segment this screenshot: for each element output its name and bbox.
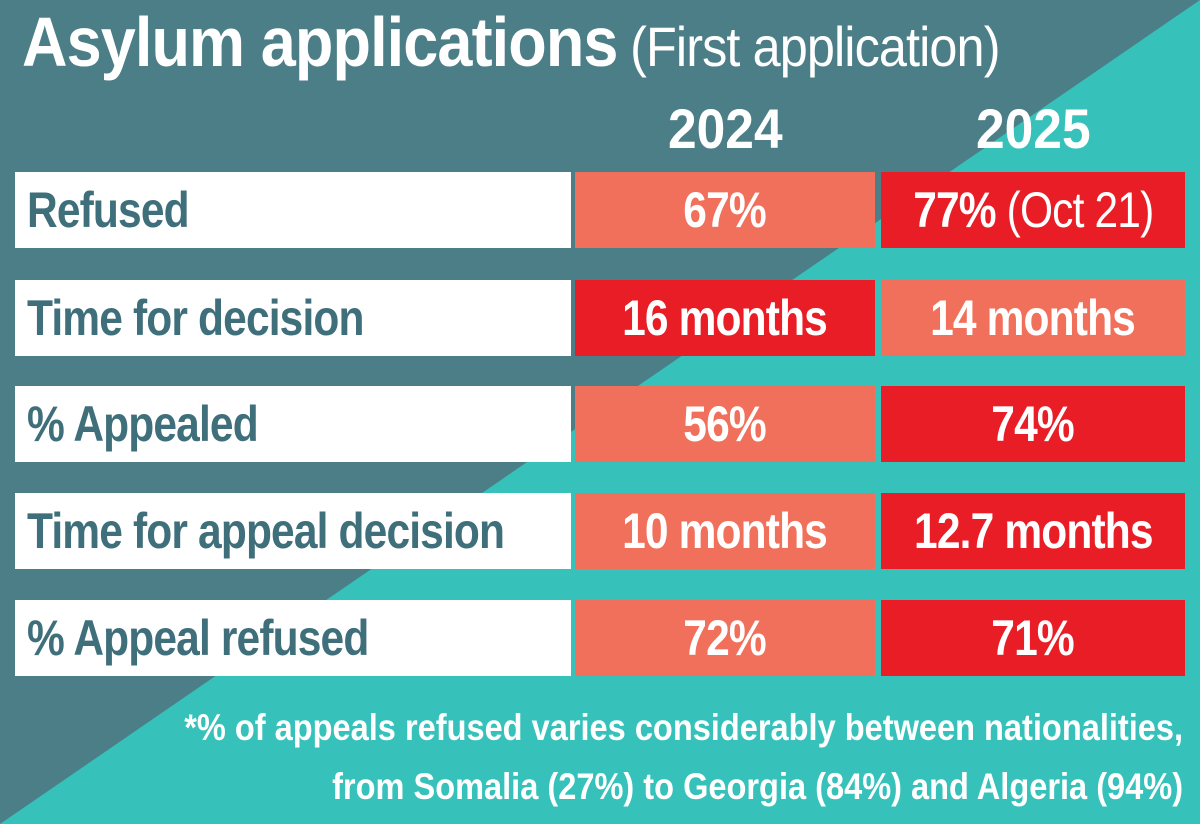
row-label-cell: Refused (15, 172, 571, 248)
value-2024: 16 months (622, 290, 829, 346)
value-2025-cell: 74% (881, 386, 1185, 462)
table-row: Time for appeal decision 10 months 12.7 … (0, 493, 1200, 569)
value-2025-cell: 71% (881, 600, 1185, 676)
value-2025: 77% (912, 182, 996, 238)
value-2024-cell: 16 months (575, 280, 875, 356)
column-header-2025: 2025 (881, 96, 1185, 160)
table-row: Refused 67% 77% (Oct 21) (0, 172, 1200, 248)
value-2025-cell: 77% (Oct 21) (881, 172, 1185, 248)
value-2024: 72% (683, 610, 767, 666)
column-header-2025-label: 2025 (975, 96, 1091, 160)
value-2024: 67% (683, 182, 767, 238)
title-main: Asylum applications (22, 3, 618, 81)
row-label: % Appeal refused (27, 610, 369, 666)
row-label-cell: Time for decision (15, 280, 571, 356)
value-2025: 71% (991, 610, 1075, 666)
value-2024-cell: 10 months (575, 493, 875, 569)
row-label: Time for decision (27, 290, 365, 346)
value-2025-cell: 12.7 months (881, 493, 1185, 569)
value-2025-cell: 14 months (881, 280, 1185, 356)
row-label: Refused (27, 182, 190, 238)
value-2025: 74% (991, 396, 1075, 452)
value-2025-suffix: (Oct 21) (995, 182, 1154, 238)
value-2024-cell: 56% (575, 386, 875, 462)
column-header-2024: 2024 (575, 96, 875, 160)
row-label-cell: % Appealed (15, 386, 571, 462)
table-row: Time for decision 16 months 14 months (0, 280, 1200, 356)
row-label-cell: % Appeal refused (15, 600, 571, 676)
footnote-line-1: *% of appeals refused varies considerabl… (184, 707, 1183, 748)
row-label: % Appealed (27, 396, 259, 452)
value-2024: 10 months (622, 503, 829, 559)
footnote: *% of appeals refused varies considerabl… (48, 698, 1183, 816)
column-header-2024-label: 2024 (667, 96, 783, 160)
value-2024-cell: 67% (575, 172, 875, 248)
table-row: % Appealed 56% 74% (0, 386, 1200, 462)
value-2025: 12.7 months (913, 503, 1153, 559)
row-label-cell: Time for appeal decision (15, 493, 571, 569)
value-2025: 14 months (930, 290, 1137, 346)
title-subtitle: (First application) (630, 15, 1000, 78)
value-2024-cell: 72% (575, 600, 875, 676)
table-row: % Appeal refused 72% 71% (0, 600, 1200, 676)
page-title: Asylum applications (First application) (22, 2, 1000, 82)
row-label: Time for appeal decision (27, 503, 505, 559)
value-2024: 56% (683, 396, 767, 452)
footnote-line-2: from Somalia (27%) to Georgia (84%) and … (332, 766, 1183, 807)
